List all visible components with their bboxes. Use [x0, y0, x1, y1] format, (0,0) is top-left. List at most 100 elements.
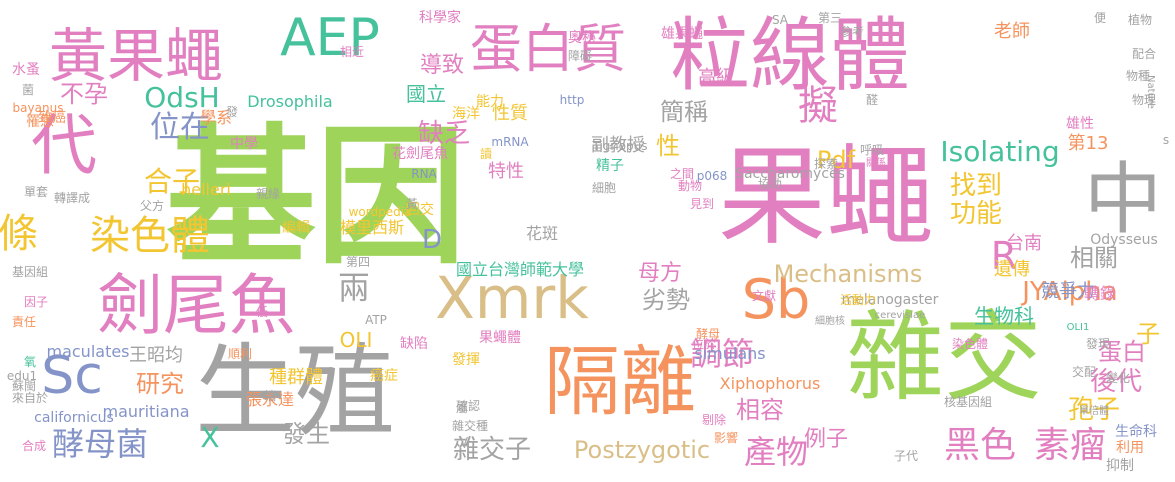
word-cjk-60: 副教授 [591, 135, 645, 156]
word-cjk-138: 子代 [893, 449, 919, 463]
word-cjk-4: 生殖 [195, 333, 395, 450]
word-cjk-5: 隔離 [544, 337, 696, 426]
word-cjk-160: 見到 [689, 197, 715, 211]
word-cjk-145: 來自於 [11, 391, 49, 405]
word-cjk-62: 老師 [994, 21, 1030, 42]
word-cjk-10: 蛋白質 [469, 20, 627, 80]
word-cjk-149: 發揮 [452, 352, 480, 368]
word-cjk-95: 水蚤 [12, 62, 40, 78]
word-cjk-156: 蘇閩 [11, 379, 37, 393]
word-melanogaster-80: melanogaster [841, 292, 939, 308]
word-cjk-40: 相關 [1070, 244, 1118, 272]
word-cjk-15: 染色體 [90, 213, 210, 259]
word-v-172: V [459, 435, 469, 449]
word-cjk-152: 順利 [227, 347, 253, 361]
word-cjk-19: 酵母菌 [51, 425, 149, 463]
word-pdf-35: Pdf [816, 146, 856, 174]
word-cjk-64: 台南 [1006, 233, 1042, 254]
word-cjk-41: 劣勢 [642, 286, 690, 314]
word-cjk-45: 蛋白 [1098, 338, 1146, 366]
word-sb-16: Sb [741, 268, 811, 331]
word-cjk-109: 基因組 [11, 265, 49, 279]
word-cjk-137: 抑制 [1106, 458, 1134, 474]
word-cjk-90: 花劍尾魚 [392, 146, 448, 162]
word-cjk-165: 便 [1093, 11, 1107, 25]
word-cjk-38: 找到 [949, 171, 1003, 201]
word-sc-13: Sc [41, 346, 103, 406]
word-drosophila-82: Drosophila [247, 92, 333, 111]
word-cjk-63: 遺傳 [994, 259, 1030, 280]
word-cjk-7: 中 [1083, 155, 1163, 245]
word-cjk-1: 粒線體 [670, 9, 910, 102]
word-bayanus-96: bayanus [12, 101, 64, 115]
word-cjk-168: 發 [225, 105, 239, 119]
word-cjk-49: 發生 [282, 420, 330, 448]
word-cjk-92: 海洋 [452, 106, 480, 122]
word-cjk-91: 科學家 [419, 10, 461, 26]
word-cjk-151: 酵母 [695, 327, 721, 341]
word-cjk-88: 學系 [199, 108, 233, 127]
word-cjk-30: 合子 [143, 165, 201, 198]
word-s-173: s [1162, 133, 1170, 147]
word-cjk-123: 之間 [669, 167, 695, 181]
word-nature-57: Nature [1145, 75, 1156, 109]
word-http-119: http [559, 93, 585, 107]
word-cjk-143: 屬 [455, 401, 469, 415]
word-cjk-6: 劍尾魚 [97, 267, 295, 344]
word-cjk-97: 罹患 [26, 114, 54, 130]
word-cjk-39: 性 [656, 132, 680, 160]
word-cjk-153: 低 [255, 305, 269, 319]
word-cerevisiae-87: cerevisiae [874, 310, 926, 321]
word-cjk-150: 位於 [691, 337, 717, 351]
word-postzygotic-25: Postzygotic [573, 436, 711, 464]
word-cjk-126: 探索 [813, 157, 839, 171]
word-cjk-8: 黃果蠅 [48, 22, 224, 90]
word-cjk-69: 精子 [596, 158, 624, 174]
word-cjk-169: 讀 [479, 147, 493, 161]
word-p068-120: p068 [696, 169, 728, 183]
word-cjk-107: 缺陷 [400, 336, 428, 352]
word-cjk-159: 協助 [757, 177, 783, 191]
word-cjk-129: 第四 [345, 255, 371, 269]
word-cjk-115: 父方 [139, 199, 165, 213]
word-xiphophorus-78: Xiphophorus [719, 374, 821, 393]
word-cjk-73: 張永達 [245, 390, 295, 409]
word-cjk-133: 染色體 [951, 337, 989, 351]
word-cjk-135: 生命科 [1115, 424, 1157, 440]
word-cjk-93: 能力 [476, 94, 504, 110]
word-edu1-147: edu1 [6, 369, 38, 383]
word-mechanisms-24: Mechanisms [773, 260, 923, 288]
word-cjk-144: 一端 [251, 389, 277, 403]
word-cjk-44: 孢子 [1067, 395, 1121, 425]
word-wordpedia-86: wordpedia [348, 205, 412, 219]
word-cjk-68: 花斑 [525, 224, 559, 243]
word-cjk-100: 奧秘 [568, 30, 596, 46]
word-cjk-127: 細胞核 [815, 316, 845, 327]
word-cjk-71: 國立台灣師範大學 [455, 260, 585, 279]
word-cjk-124: 呼吸 [859, 143, 885, 157]
word-cjk-142: 確認 [455, 399, 481, 413]
word-cjk-158: 單倍體 [1079, 406, 1109, 417]
word-cjk-132: 變化 [1105, 371, 1131, 385]
word-cjk-47: 雜交子 [452, 435, 532, 465]
word-cjk-171: 菌 [21, 83, 35, 97]
word-cjk-114: 轉譯成 [53, 191, 91, 205]
word-cjk-157: 交配 [1071, 365, 1097, 379]
word-cjk-166: 物理 [1131, 93, 1157, 107]
word-cjk-131: 發現 [1085, 337, 1111, 351]
word-cjk-113: 編輯 [282, 220, 310, 236]
word-x-50: X [200, 421, 220, 454]
word-cjk-170: 醛 [865, 93, 879, 107]
word-cjk-70: 模里西斯 [339, 218, 405, 237]
word-cjk-140: 剔除 [701, 413, 727, 427]
word-cjk-55: 高級 [698, 67, 734, 88]
word-cjk-36: 簡稱 [660, 98, 708, 126]
word-tigriopus-84: Tigriopus [592, 139, 648, 153]
word-cjk-59: 性質 [492, 103, 528, 124]
word-cjk-17: 黑色 [943, 425, 1017, 466]
word-sa-164: SA [771, 13, 789, 27]
word-cjk-3: 雜交 [845, 301, 1043, 415]
word-cjk-9: 代 [31, 107, 97, 184]
word-cjk-72: 種群體 [269, 367, 323, 388]
word-cjk-98: 雄性 [1066, 116, 1094, 132]
